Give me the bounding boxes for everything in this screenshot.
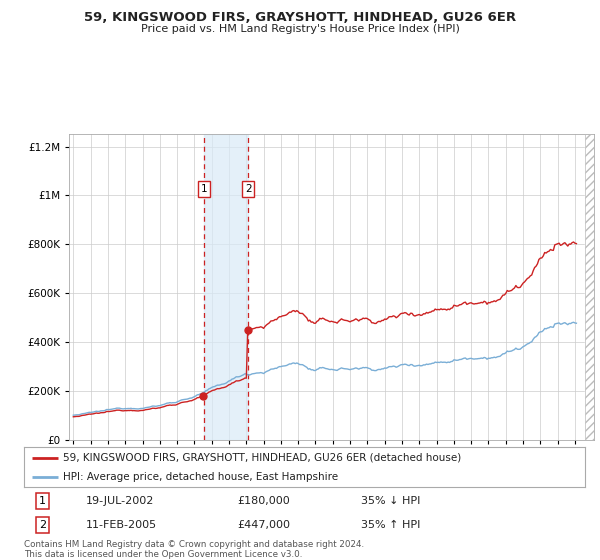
Text: Contains HM Land Registry data © Crown copyright and database right 2024.
This d: Contains HM Land Registry data © Crown c…	[24, 540, 364, 559]
Text: 2: 2	[245, 184, 251, 194]
Text: 2: 2	[39, 520, 46, 530]
Text: HPI: Average price, detached house, East Hampshire: HPI: Average price, detached house, East…	[63, 472, 338, 482]
Text: 59, KINGSWOOD FIRS, GRAYSHOTT, HINDHEAD, GU26 6ER (detached house): 59, KINGSWOOD FIRS, GRAYSHOTT, HINDHEAD,…	[63, 453, 461, 463]
Bar	[204, 134, 248, 440]
Bar	[585, 134, 594, 440]
Bar	[585, 134, 594, 440]
Text: 1: 1	[39, 496, 46, 506]
Text: £447,000: £447,000	[237, 520, 290, 530]
Text: £180,000: £180,000	[237, 496, 290, 506]
Text: 35% ↑ HPI: 35% ↑ HPI	[361, 520, 420, 530]
Text: 35% ↓ HPI: 35% ↓ HPI	[361, 496, 420, 506]
Text: 11-FEB-2005: 11-FEB-2005	[86, 520, 157, 530]
Text: Price paid vs. HM Land Registry's House Price Index (HPI): Price paid vs. HM Land Registry's House …	[140, 24, 460, 34]
Text: 1: 1	[200, 184, 207, 194]
Text: 59, KINGSWOOD FIRS, GRAYSHOTT, HINDHEAD, GU26 6ER: 59, KINGSWOOD FIRS, GRAYSHOTT, HINDHEAD,…	[84, 11, 516, 24]
Text: 19-JUL-2002: 19-JUL-2002	[86, 496, 154, 506]
